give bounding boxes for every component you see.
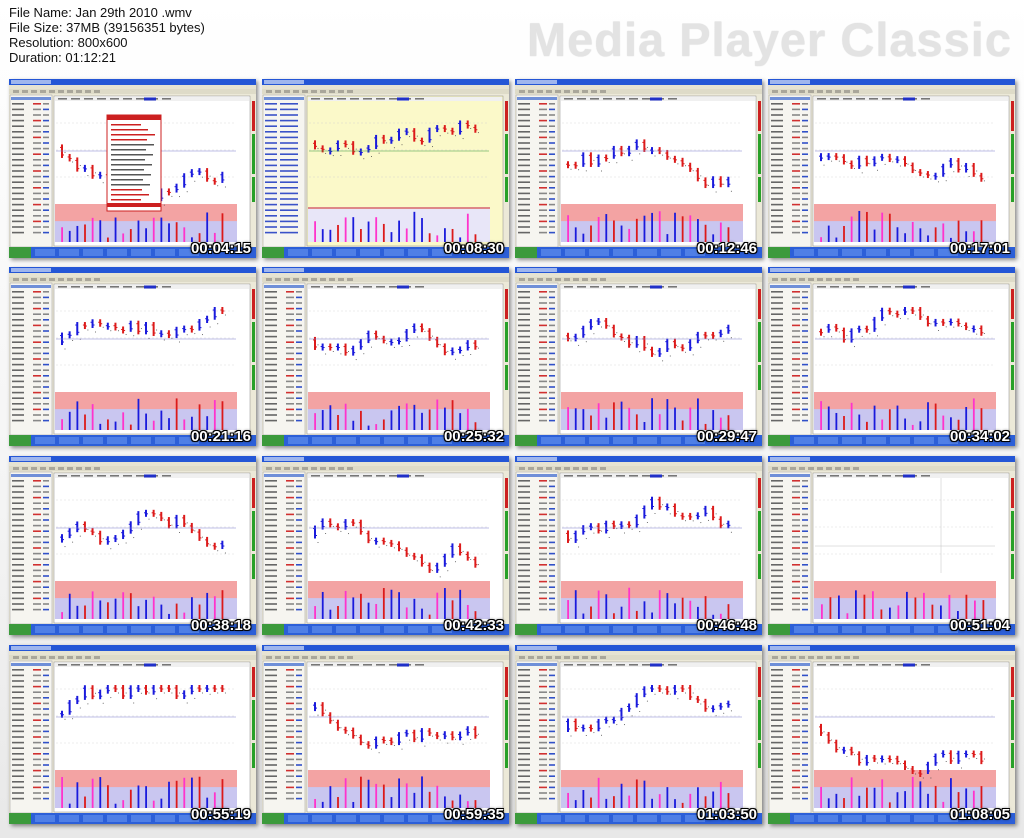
trading-screen-capture — [515, 645, 762, 824]
thumbnail-timestamp: 00:12:46 — [696, 240, 757, 257]
thumbnail-timestamp: 00:59:35 — [443, 806, 504, 823]
trading-screen-capture — [768, 456, 1015, 635]
trading-screen-capture — [9, 79, 256, 258]
video-thumbnail[interactable]: 00:51:04 — [768, 456, 1015, 635]
duration: Duration: 01:12:21 — [9, 50, 116, 65]
thumbnail-timestamp: 01:03:50 — [696, 806, 757, 823]
thumbnail-timestamp: 00:46:48 — [696, 617, 757, 634]
trading-screen-capture — [515, 456, 762, 635]
video-thumbnail[interactable]: 00:12:46 — [515, 79, 762, 258]
trading-screen-capture — [768, 645, 1015, 824]
thumbnail-timestamp: 00:17:01 — [949, 240, 1010, 257]
thumbnail-timestamp: 00:42:33 — [443, 617, 504, 634]
video-thumbnail[interactable]: 01:08:05 — [768, 645, 1015, 824]
video-thumbnail[interactable]: 00:59:35 — [262, 645, 509, 824]
trading-screen-capture — [262, 79, 509, 258]
thumbnail-timestamp: 00:34:02 — [949, 428, 1010, 445]
player-brand: Media Player Classic — [526, 13, 1012, 66]
trading-screen-capture — [262, 267, 509, 446]
file-info: File Name: Jan 29th 2010 .wmv File Size:… — [9, 5, 205, 65]
resolution: Resolution: 800x600 — [9, 35, 128, 50]
trading-screen-capture — [262, 645, 509, 824]
trading-screen-capture — [768, 79, 1015, 258]
thumbnail-timestamp: 00:04:15 — [190, 240, 251, 257]
video-thumbnail[interactable]: 00:17:01 — [768, 79, 1015, 258]
video-thumbnail[interactable]: 01:03:50 — [515, 645, 762, 824]
video-thumbnail[interactable]: 00:21:16 — [9, 267, 256, 446]
thumbnail-timestamp: 00:55:19 — [190, 806, 251, 823]
video-thumbnail[interactable]: 00:08:30 — [262, 79, 509, 258]
video-thumbnail[interactable]: 00:42:33 — [262, 456, 509, 635]
video-thumbnail[interactable]: 00:29:47 — [515, 267, 762, 446]
trading-screen-capture — [9, 456, 256, 635]
file-size: File Size: 37MB (39156351 bytes) — [9, 20, 205, 35]
thumbnail-timestamp: 00:38:18 — [190, 617, 251, 634]
thumbnail-timestamp: 00:51:04 — [949, 617, 1010, 634]
thumbnail-timestamp: 00:21:16 — [190, 428, 251, 445]
thumbnail-timestamp: 00:29:47 — [696, 428, 757, 445]
video-thumbnail[interactable]: 00:55:19 — [9, 645, 256, 824]
video-thumbnail[interactable]: 00:04:15 — [9, 79, 256, 258]
thumbnail-timestamp: 00:08:30 — [443, 240, 504, 257]
video-thumbnail[interactable]: 00:38:18 — [9, 456, 256, 635]
trading-screen-capture — [768, 267, 1015, 446]
thumbnail-timestamp: 00:25:32 — [443, 428, 504, 445]
trading-screen-capture — [515, 267, 762, 446]
trading-screen-capture — [9, 267, 256, 446]
video-thumbnail[interactable]: 00:34:02 — [768, 267, 1015, 446]
thumbnail-timestamp: 01:08:05 — [949, 806, 1010, 823]
video-thumbnail[interactable]: 00:25:32 — [262, 267, 509, 446]
trading-screen-capture — [515, 79, 762, 258]
trading-screen-capture — [9, 645, 256, 824]
trading-screen-capture — [262, 456, 509, 635]
video-thumbnail[interactable]: 00:46:48 — [515, 456, 762, 635]
file-name: File Name: Jan 29th 2010 .wmv — [9, 5, 192, 20]
